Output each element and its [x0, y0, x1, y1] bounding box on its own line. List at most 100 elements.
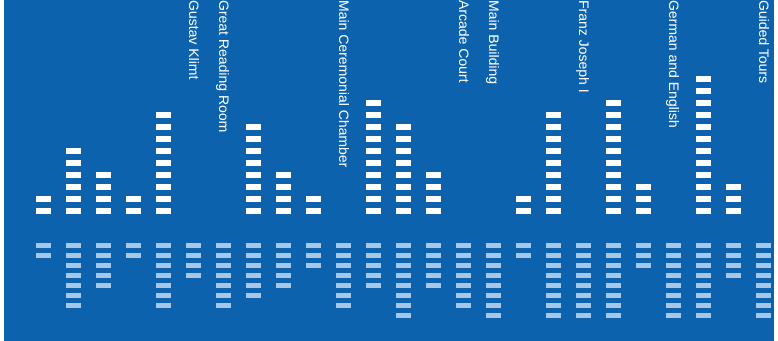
- reflection-segment: [426, 283, 441, 288]
- bar-column: [36, 0, 51, 341]
- reflection-segment: [456, 253, 471, 258]
- label-column: Franz Joseph I: [576, 0, 592, 341]
- bar-segment: [606, 136, 621, 142]
- bar-segment: [276, 196, 291, 202]
- bar-segment: [156, 184, 171, 190]
- reflection-segment: [666, 313, 681, 318]
- bar-segment: [396, 148, 411, 154]
- reflection-segment: [456, 273, 471, 278]
- reflection-segment: [96, 283, 111, 288]
- bar-segment: [66, 148, 81, 154]
- reflection-segment: [456, 243, 471, 248]
- reflection-segment: [546, 303, 561, 308]
- reflection-segment: [336, 273, 351, 278]
- bar-segment: [156, 160, 171, 166]
- reflection-segment: [666, 273, 681, 278]
- label-column: Gustav Klimt: [186, 0, 202, 341]
- reflection-segment: [606, 263, 621, 268]
- reflection-segment: [696, 313, 711, 318]
- bar-segment: [366, 196, 381, 202]
- reflection-segment: [486, 243, 501, 248]
- bar-segment: [156, 172, 171, 178]
- label-column: Main Ceremonial Chamber: [336, 0, 352, 341]
- bar-segment: [606, 148, 621, 154]
- bar-column: [156, 0, 171, 341]
- bar-segment: [726, 184, 741, 190]
- reflection-segment: [246, 273, 261, 278]
- reflection-segment: [756, 273, 771, 278]
- reflection-segment: [726, 243, 741, 248]
- bar-segment: [426, 184, 441, 190]
- reflection-segment: [516, 253, 531, 258]
- reflection-segment: [36, 253, 51, 258]
- bar-segment: [66, 160, 81, 166]
- bar-segment: [396, 136, 411, 142]
- reflection-segment: [486, 263, 501, 268]
- bar-segment: [156, 196, 171, 202]
- reflection-segment: [516, 243, 531, 248]
- bar-column: [396, 0, 411, 341]
- bar-segment: [606, 112, 621, 118]
- reflection-segment: [96, 273, 111, 278]
- reflection-segment: [666, 253, 681, 258]
- reflection-segment: [336, 303, 351, 308]
- bar-column: [606, 0, 621, 341]
- reflection-segment: [696, 283, 711, 288]
- reflection-segment: [636, 253, 651, 258]
- reflection-segment: [606, 253, 621, 258]
- bar-segment: [366, 124, 381, 130]
- reflection-segment: [696, 263, 711, 268]
- reflection-segment: [396, 263, 411, 268]
- bar-segment: [546, 196, 561, 202]
- bar-segment: [156, 148, 171, 154]
- bar-segment: [426, 208, 441, 214]
- label-column: German and English: [666, 0, 682, 341]
- bar-segment: [696, 208, 711, 214]
- reflection-segment: [396, 243, 411, 248]
- reflection-segment: [186, 253, 201, 258]
- reflection-segment: [576, 243, 591, 248]
- reflection-segment: [636, 243, 651, 248]
- reflection-segment: [606, 293, 621, 298]
- bar-segment: [96, 172, 111, 178]
- reflection-segment: [396, 313, 411, 318]
- reflection-segment: [216, 303, 231, 308]
- bar-segment: [366, 184, 381, 190]
- reflection-segment: [756, 313, 771, 318]
- reflection-segment: [756, 293, 771, 298]
- reflection-segment: [396, 273, 411, 278]
- bar-column: [66, 0, 81, 341]
- reflection-segment: [156, 303, 171, 308]
- reflection-segment: [216, 273, 231, 278]
- bar-segment: [726, 196, 741, 202]
- bar-segment: [396, 124, 411, 130]
- bar-segment: [66, 208, 81, 214]
- bar-column: [696, 0, 711, 341]
- reflection-segment: [666, 243, 681, 248]
- bar-segment: [366, 136, 381, 142]
- reflection-segment: [336, 293, 351, 298]
- reflection-segment: [546, 293, 561, 298]
- bar-segment: [396, 184, 411, 190]
- reflection-segment: [336, 243, 351, 248]
- bar-segment: [246, 160, 261, 166]
- bar-segment: [696, 100, 711, 106]
- reflection-segment: [96, 263, 111, 268]
- bar-segment: [696, 124, 711, 130]
- bar-segment: [696, 112, 711, 118]
- reflection-segment: [576, 253, 591, 258]
- bar-segment: [396, 196, 411, 202]
- reflection-segment: [306, 243, 321, 248]
- bar-segment: [396, 172, 411, 178]
- reflection-segment: [66, 273, 81, 278]
- reflection-segment: [726, 263, 741, 268]
- reflection-segment: [246, 253, 261, 258]
- bar-segment: [276, 172, 291, 178]
- bar-segment: [306, 196, 321, 202]
- section-label: Franz Joseph I: [576, 0, 592, 93]
- bar-segment: [246, 172, 261, 178]
- bar-segment: [696, 172, 711, 178]
- bar-segment: [246, 208, 261, 214]
- reflection-segment: [216, 283, 231, 288]
- reflection-segment: [666, 303, 681, 308]
